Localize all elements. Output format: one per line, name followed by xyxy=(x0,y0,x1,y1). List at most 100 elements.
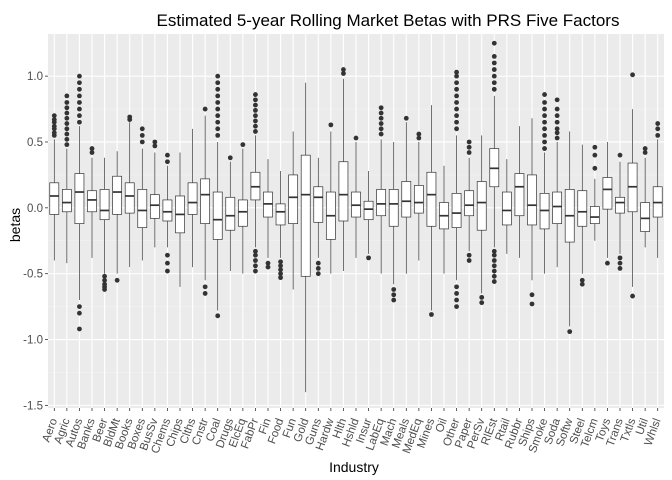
box-cnstr xyxy=(200,106,211,296)
outlier-point xyxy=(416,131,422,137)
outlier-point xyxy=(64,142,70,148)
outlier-point xyxy=(89,150,95,155)
box-banks xyxy=(87,146,97,258)
box-paper xyxy=(464,139,475,263)
outlier-point xyxy=(315,271,321,277)
outlier-point xyxy=(139,126,145,132)
box-ships xyxy=(527,118,537,307)
outlier-point xyxy=(253,102,258,108)
outlier-point xyxy=(529,301,535,307)
interquartile-box xyxy=(388,189,399,227)
box-rlest xyxy=(489,40,500,284)
outlier-point xyxy=(51,130,57,136)
box-chips xyxy=(175,152,185,287)
outlier-point xyxy=(491,40,497,46)
outlier-point xyxy=(64,93,70,99)
outlier-point xyxy=(102,277,107,283)
outlier-point xyxy=(454,284,459,290)
outlier-point xyxy=(77,100,82,105)
y-tick-label: -0.5 xyxy=(23,269,43,281)
outlier-point xyxy=(655,121,661,126)
outlier-point xyxy=(253,252,258,258)
outlier-point xyxy=(253,107,258,113)
interquartile-box xyxy=(300,154,311,277)
interquartile-box xyxy=(237,199,248,227)
box-rubbr xyxy=(514,126,525,258)
outlier-point xyxy=(579,277,585,283)
outlier-point xyxy=(491,60,497,66)
outlier-point xyxy=(491,73,497,79)
box-aero xyxy=(49,113,60,261)
outlier-point xyxy=(491,279,497,284)
outlier-point xyxy=(466,144,472,150)
interquartile-box xyxy=(313,186,324,223)
outlier-point xyxy=(542,113,547,119)
outlier-point xyxy=(491,273,497,279)
interquartile-box xyxy=(212,191,223,240)
outlier-point xyxy=(77,113,82,119)
outlier-point xyxy=(341,67,346,72)
outlier-point xyxy=(542,100,547,105)
interquartile-box xyxy=(476,181,487,231)
y-tick-label: 0.0 xyxy=(27,203,43,215)
outlier-point xyxy=(278,271,283,277)
interquartile-box xyxy=(225,196,236,231)
outlier-point xyxy=(542,119,547,125)
outlier-point xyxy=(491,86,497,92)
outlier-point xyxy=(77,310,82,316)
outlier-point xyxy=(592,144,598,150)
outlier-point xyxy=(542,106,547,112)
box-soda xyxy=(552,97,563,268)
outlier-point xyxy=(215,113,221,119)
outlier-point xyxy=(416,135,422,141)
outlier-point xyxy=(454,69,459,75)
interquartile-box xyxy=(200,178,211,224)
box-gold xyxy=(300,82,311,393)
outlier-point xyxy=(278,275,283,281)
outlier-point xyxy=(278,263,283,269)
outlier-point xyxy=(64,136,70,142)
box-guns xyxy=(313,157,324,277)
outlier-point xyxy=(655,126,661,132)
outlier-point xyxy=(253,113,258,119)
outlier-point xyxy=(215,80,221,86)
x-axis: AeroAgricAutosBanksBeerBldMtBooksBoxesBu… xyxy=(41,408,664,455)
box-persv xyxy=(476,135,487,306)
outlier-point xyxy=(253,129,258,134)
interquartile-box xyxy=(426,171,437,227)
box-bussv xyxy=(149,139,160,248)
outlier-point xyxy=(466,150,472,155)
interquartile-box xyxy=(124,182,135,214)
outlier-point xyxy=(454,80,459,86)
interquartile-box xyxy=(577,190,588,227)
box-rtail xyxy=(501,159,512,254)
interquartile-box xyxy=(501,191,512,226)
interquartile-box xyxy=(275,203,286,226)
outlier-point xyxy=(655,133,661,138)
y-axis: -1.5 -1.0 -0.5 0.0 0.5 1.0 xyxy=(23,71,48,412)
outlier-point xyxy=(491,53,497,59)
outlier-point xyxy=(215,133,221,138)
outlier-point xyxy=(253,248,258,254)
interquartile-box xyxy=(99,189,110,221)
outlier-point xyxy=(554,97,560,103)
outlier-point xyxy=(391,287,397,292)
outlier-point xyxy=(215,119,221,125)
box-smoke xyxy=(539,92,550,274)
outlier-point xyxy=(77,80,82,86)
outlier-point xyxy=(454,93,459,99)
interquartile-box xyxy=(413,185,424,214)
x-tick-label-util: Util xyxy=(634,417,651,437)
outlier-point xyxy=(491,268,497,274)
outlier-point xyxy=(617,255,623,261)
outlier-point xyxy=(165,159,170,165)
box-fun xyxy=(288,131,299,290)
box-hlth xyxy=(338,67,349,272)
interquartile-box xyxy=(288,174,299,224)
outlier-point xyxy=(617,260,623,266)
outlier-point xyxy=(89,146,95,151)
outlier-point xyxy=(51,117,57,122)
outlier-point xyxy=(202,291,208,296)
box-bldmt xyxy=(112,151,123,283)
